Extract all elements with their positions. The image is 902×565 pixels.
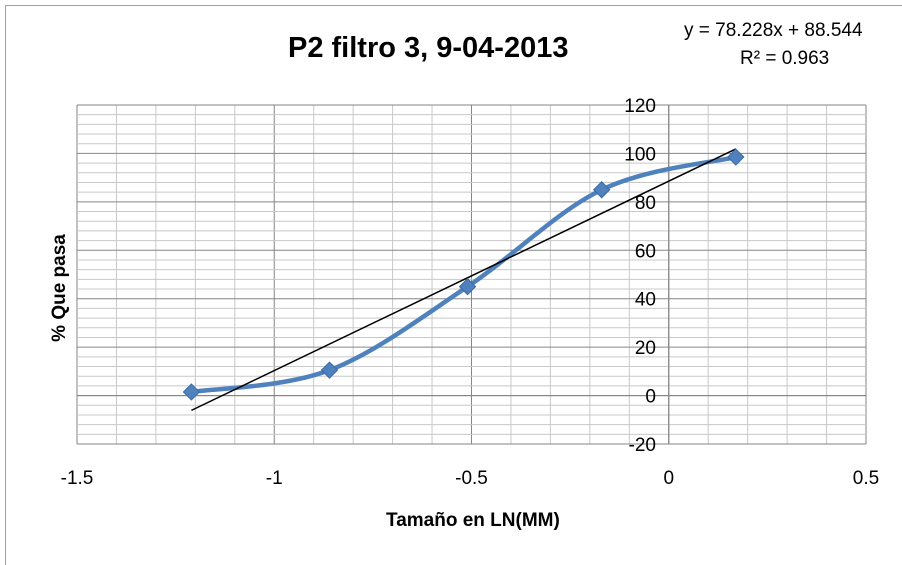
chart-title: P2 filtro 3, 9-04-2013 [288, 32, 569, 64]
data-point-marker [182, 383, 201, 401]
chart-frame [5, 5, 902, 565]
data-point-marker [727, 148, 745, 166]
x-axis-label: Tamaño en LN(MM) [386, 510, 560, 531]
data-point-marker [458, 277, 477, 296]
x-tick-label: 0 [663, 468, 674, 489]
trendline-r-squared: R² = 0.963 [740, 48, 830, 69]
y-tick-label: 120 [624, 96, 656, 117]
y-tick-label: 0 [645, 387, 656, 408]
trendline-equation: y = 78.228x + 88.544 [684, 20, 863, 41]
y-tick-label: 100 [624, 144, 656, 165]
x-tick-label: 0.5 [853, 468, 879, 489]
x-tick-label: -1 [266, 468, 283, 489]
data-point-marker [320, 361, 339, 379]
x-tick-label: -0.5 [455, 468, 488, 489]
data-point-marker [592, 181, 611, 199]
trendline [191, 148, 737, 412]
y-tick-label: 40 [635, 290, 656, 311]
y-tick-label: 80 [635, 193, 656, 214]
y-tick-label: 60 [635, 241, 656, 262]
y-tick-label: -20 [629, 435, 656, 456]
y-axis-label: % Que pasa [49, 234, 70, 342]
x-tick-label: -1.5 [61, 468, 94, 489]
y-tick-label: 20 [635, 338, 656, 359]
